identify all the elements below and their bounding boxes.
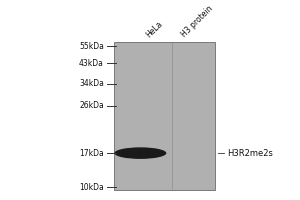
Text: 55kDa: 55kDa	[79, 42, 104, 51]
Ellipse shape	[114, 147, 166, 159]
Text: 34kDa: 34kDa	[79, 79, 104, 88]
Text: H3 protein: H3 protein	[180, 4, 215, 39]
Bar	[114, 42, 215, 190]
Text: 17kDa: 17kDa	[79, 149, 104, 158]
Text: HeLa: HeLa	[144, 19, 164, 39]
Text: 43kDa: 43kDa	[79, 59, 104, 68]
Text: H3R2me2s: H3R2me2s	[227, 149, 273, 158]
Text: 26kDa: 26kDa	[79, 101, 104, 110]
Text: 10kDa: 10kDa	[79, 183, 104, 192]
